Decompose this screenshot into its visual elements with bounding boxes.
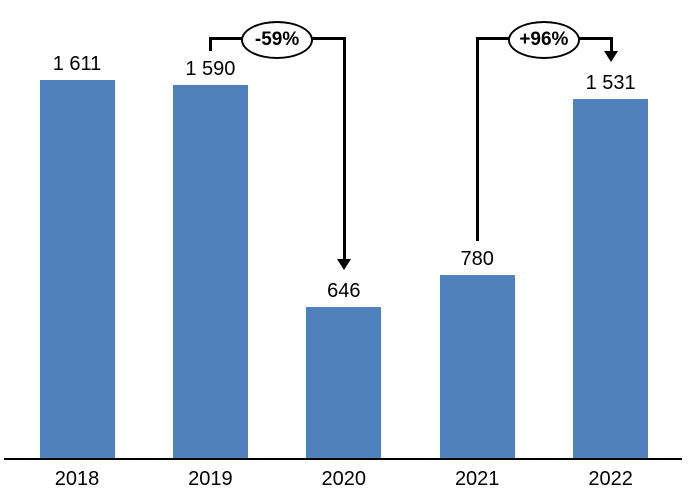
annotation-arrowhead	[336, 259, 351, 270]
bar-2022	[573, 98, 649, 459]
x-axis-label-2019: 2019	[188, 468, 233, 490]
x-axis-label-2021: 2021	[454, 468, 500, 490]
x-axis-label-2018: 2018	[54, 468, 100, 490]
bar-value-label: 1 590	[185, 57, 236, 80]
annotation-ellipse: +96%	[507, 21, 580, 59]
bar-2018	[39, 79, 115, 459]
x-axis-line	[4, 458, 682, 460]
x-axis-label-2020: 2020	[321, 468, 367, 490]
annotation-percent-label: -59%	[254, 29, 300, 50]
annotation-source-line	[476, 37, 480, 242]
bar-value-label: 1 531	[585, 71, 636, 94]
annotation-target-line	[342, 37, 346, 259]
annotation-source-line	[209, 37, 213, 51]
bar-value-label: 780	[460, 248, 494, 271]
bar-value-label: 1 611	[52, 52, 102, 75]
bar-value-label: 646	[327, 280, 361, 302]
bar-2021	[439, 275, 515, 459]
x-axis-label-2022: 2022	[588, 468, 633, 490]
annotation-percent-label: +96%	[519, 29, 569, 50]
annotation-arrowhead	[603, 50, 618, 62]
bar-2019	[172, 84, 248, 459]
bar-2020	[306, 307, 382, 459]
annotation-ellipse: -59%	[241, 21, 314, 59]
annotation-target-line	[609, 37, 613, 51]
